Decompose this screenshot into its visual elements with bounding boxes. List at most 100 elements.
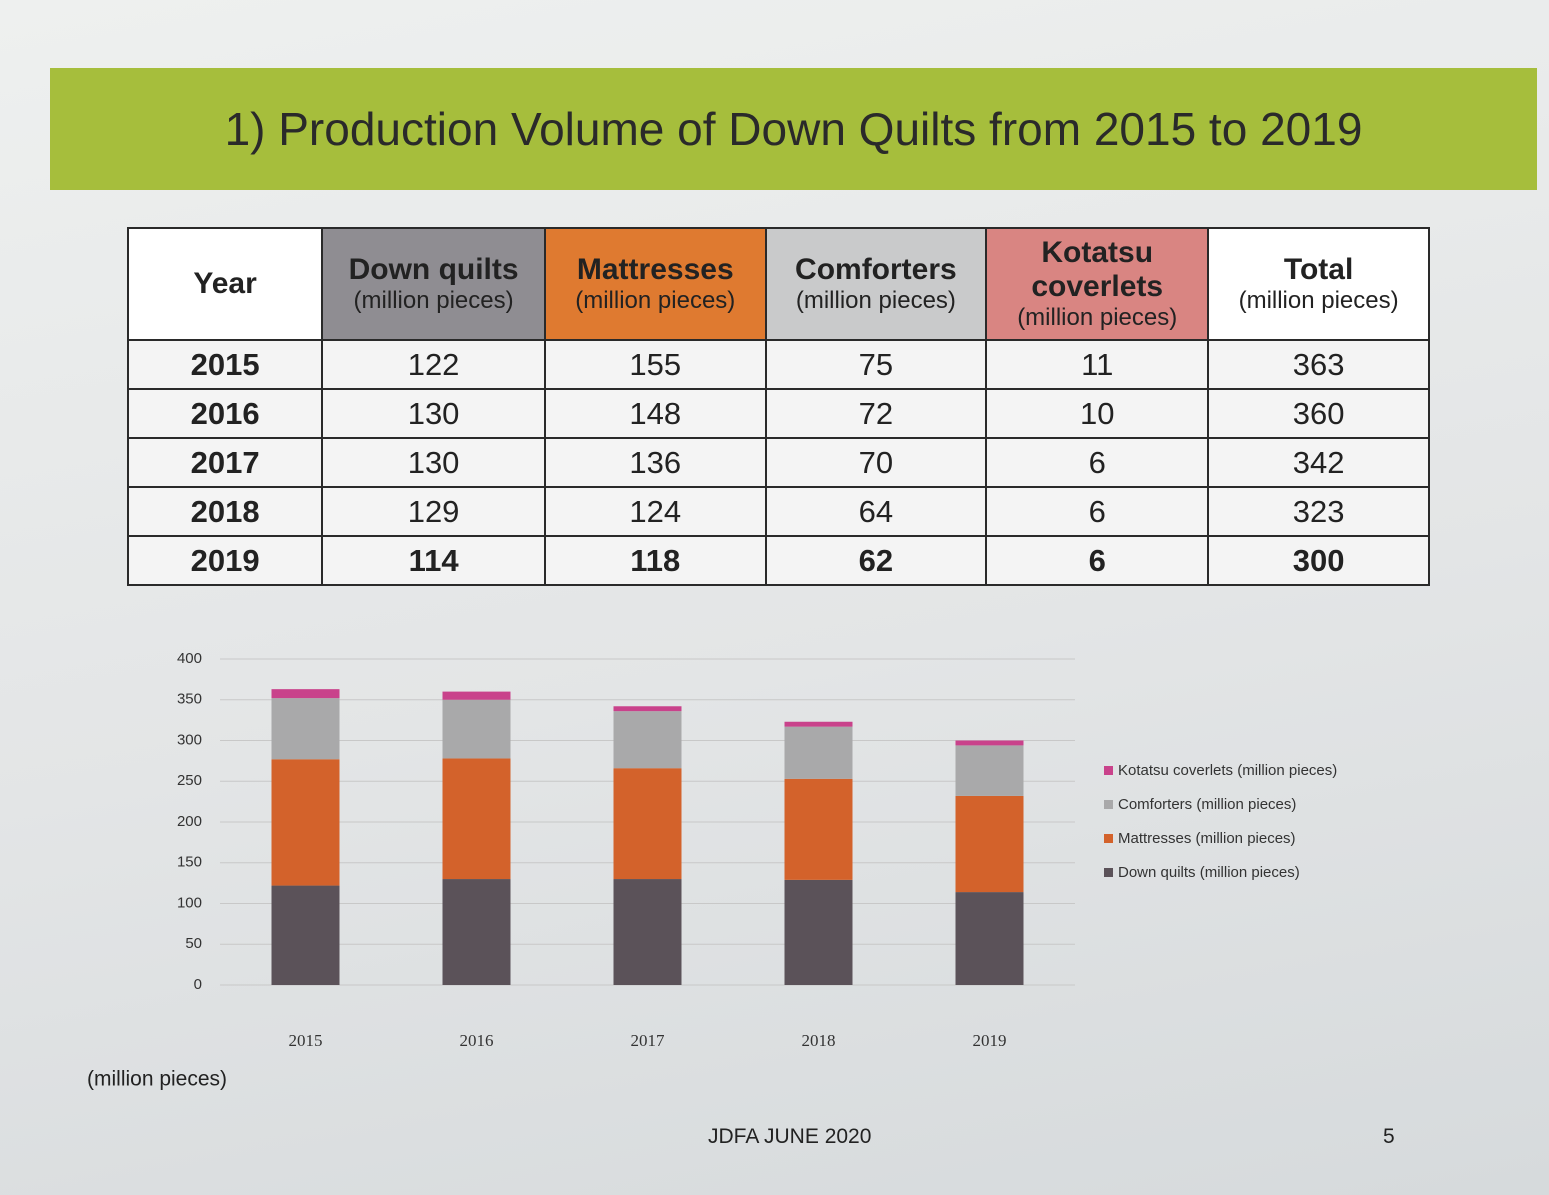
y-tick-label: 150 xyxy=(177,854,202,871)
legend-swatch xyxy=(1104,834,1113,843)
column-header: Down quilts (million pieces) xyxy=(321,227,546,341)
column-header: Comforters (million pieces) xyxy=(764,227,988,341)
value-cell: 148 xyxy=(543,388,767,439)
x-tick-label: 2015 xyxy=(289,1031,323,1050)
value-cell: 360 xyxy=(1207,388,1430,439)
value-cell: 11 xyxy=(985,339,1210,390)
value-cell: 118 xyxy=(543,535,767,586)
value-cell: 10 xyxy=(985,388,1210,439)
y-tick-label: 200 xyxy=(177,813,202,830)
value-cell: 75 xyxy=(764,339,988,390)
value-cell: 70 xyxy=(764,437,988,488)
title: 1) Production Volume of Down Quilts from… xyxy=(224,103,1363,155)
footer: JDFA JUNE 2020 xyxy=(708,1125,872,1148)
bar-segment xyxy=(271,698,340,760)
column-header: Mattresses (million pieces) xyxy=(543,227,767,341)
y-tick-label: 50 xyxy=(185,935,202,952)
bar-segment xyxy=(955,892,1024,985)
chart: 0 50 100 150 200 250 300 350 400 (million pieces)… xyxy=(87,650,1337,1091)
column-name: Total xyxy=(1283,253,1354,286)
column-name: Comforters xyxy=(795,253,957,286)
bar-segment xyxy=(784,726,853,779)
table-row: 2015 122 155 75 11 363 xyxy=(126,339,1430,390)
x-tick-label: 2017 xyxy=(631,1031,666,1050)
year-cell: 2017 xyxy=(126,437,324,488)
value-cell: 323 xyxy=(1207,486,1430,537)
column-unit: (million pieces) xyxy=(1017,304,1178,331)
data-table: Year Down quilts (million pieces) Mattresse… xyxy=(126,227,1430,586)
legend-swatch xyxy=(1104,868,1113,877)
column-unit: (million pieces) xyxy=(795,287,956,314)
value-cell: 130 xyxy=(321,437,546,488)
legend-swatch xyxy=(1104,766,1113,775)
y-tick-label: 300 xyxy=(177,731,202,748)
value-cell: 130 xyxy=(321,388,546,439)
x-tick-label: 2019 xyxy=(973,1031,1007,1050)
legend-label: Comforters (million pieces) xyxy=(1118,796,1296,813)
bar-segment xyxy=(955,740,1024,746)
column-unit: (million pieces) xyxy=(1238,287,1399,314)
year-cell: 2016 xyxy=(126,388,324,439)
y-tick-label: 250 xyxy=(177,772,202,789)
bar-segment xyxy=(613,879,682,985)
y-tick-label: 0 xyxy=(194,976,202,993)
value-cell: 155 xyxy=(543,339,767,390)
bar-segment xyxy=(442,699,511,759)
header-row: Year Down quilts (million pieces) Mattresse… xyxy=(126,227,1430,341)
year-cell: 2019 xyxy=(126,535,324,586)
value-cell: 72 xyxy=(764,388,988,439)
column-unit: (million pieces) xyxy=(353,287,514,314)
table-row: 2018 129 124 64 6 323 xyxy=(126,486,1430,537)
bar-segment xyxy=(271,759,340,886)
bar-segment xyxy=(442,691,511,700)
bar-segment xyxy=(442,879,511,985)
y-tick-label: 100 xyxy=(177,894,202,911)
table-row: 2017 130 136 70 6 342 xyxy=(126,437,1430,488)
legend-label: Kotatsu coverlets (million pieces) xyxy=(1118,762,1337,779)
legend-swatch xyxy=(1104,800,1113,809)
bar-segment xyxy=(784,721,853,727)
column-name: Down quilts xyxy=(348,253,519,286)
bar-segment xyxy=(955,745,1024,796)
value-cell: 124 xyxy=(543,486,767,537)
value-cell: 122 xyxy=(321,339,546,390)
value-cell: 114 xyxy=(321,535,546,586)
title-bar: 1) Production Volume of Down Quilts from… xyxy=(50,68,1537,190)
column-name: Kotatsu coverlets xyxy=(1031,236,1164,303)
x-tick-label: 2018 xyxy=(802,1031,836,1050)
bar-segment xyxy=(271,689,340,699)
value-cell: 300 xyxy=(1207,535,1430,586)
year-cell: 2015 xyxy=(126,339,324,390)
bar-segment xyxy=(442,758,511,880)
column-header: Year xyxy=(126,227,324,341)
value-cell: 6 xyxy=(985,535,1210,586)
value-cell: 6 xyxy=(985,437,1210,488)
column-header: Kotatsu coverlets (million pieces) xyxy=(985,227,1210,341)
table-row: 2016 130 148 72 10 360 xyxy=(126,388,1430,439)
legend-label: Down quilts (million pieces) xyxy=(1118,864,1300,881)
value-cell: 62 xyxy=(764,535,988,586)
bar-segment xyxy=(784,778,853,880)
column-name: Year xyxy=(193,267,257,300)
bar-segment xyxy=(613,706,682,712)
bar-segment xyxy=(613,711,682,769)
y-axis-label: (million pieces) xyxy=(87,1068,227,1091)
column-unit: (million pieces) xyxy=(575,287,736,314)
value-cell: 342 xyxy=(1207,437,1430,488)
page-number: 5 xyxy=(1383,1125,1395,1148)
year-cell: 2018 xyxy=(126,486,324,537)
value-cell: 6 xyxy=(985,486,1210,537)
column-name: Mattresses xyxy=(576,253,734,286)
legend-label: Mattresses (million pieces) xyxy=(1118,830,1296,847)
bar-segment xyxy=(271,885,340,985)
bar-segment xyxy=(613,768,682,880)
y-tick-label: 400 xyxy=(177,650,202,667)
value-cell: 363 xyxy=(1207,339,1430,390)
bar-segment xyxy=(784,879,853,985)
column-header: Total (million pieces) xyxy=(1207,227,1430,341)
bar-segment xyxy=(955,795,1024,893)
value-cell: 129 xyxy=(321,486,546,537)
table-row: 2019 114 118 62 6 300 xyxy=(126,535,1430,586)
value-cell: 136 xyxy=(543,437,767,488)
value-cell: 64 xyxy=(764,486,988,537)
